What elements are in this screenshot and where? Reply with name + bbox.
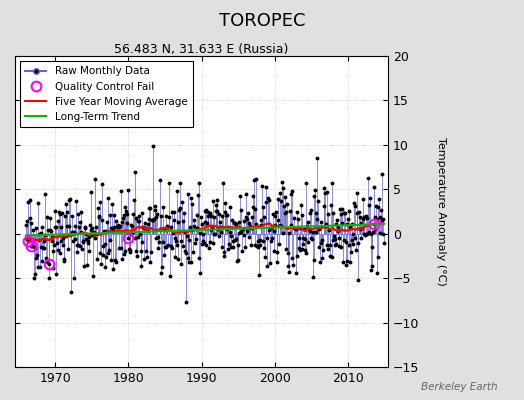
Legend: Raw Monthly Data, Quality Control Fail, Five Year Moving Average, Long-Term Tren: Raw Monthly Data, Quality Control Fail, … — [20, 61, 192, 127]
Text: Berkeley Earth: Berkeley Earth — [421, 382, 498, 392]
Y-axis label: Temperature Anomaly (°C): Temperature Anomaly (°C) — [436, 137, 446, 286]
Title: 56.483 N, 31.633 E (Russia): 56.483 N, 31.633 E (Russia) — [114, 43, 289, 56]
Text: TOROPEC: TOROPEC — [219, 12, 305, 30]
